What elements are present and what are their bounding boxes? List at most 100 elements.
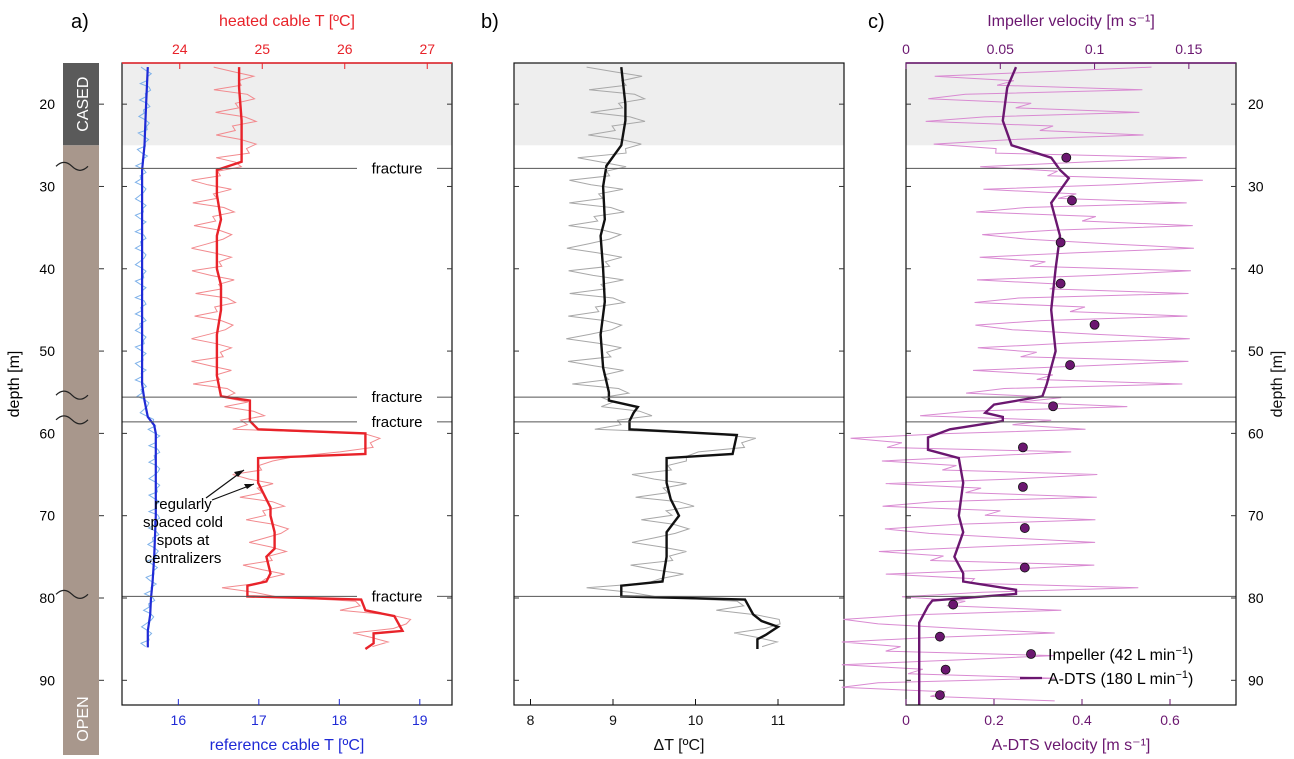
impeller-point-3 (1055, 278, 1066, 289)
fracture-label-1: fracture (372, 389, 423, 406)
impeller-point-6 (1048, 401, 1058, 412)
cased-label: CASED (75, 77, 92, 132)
x-tick-b-bottom-1: 9 (609, 712, 617, 728)
y-tick-right-70: 70 (1248, 508, 1264, 524)
impeller-point-10 (1019, 562, 1030, 573)
annotation-line-1: regularly (154, 496, 212, 513)
legend-adts-label: A-DTS (180 L min−1) (1048, 669, 1193, 688)
adts-raw-trace (841, 66, 1203, 702)
impeller-point-4 (1089, 319, 1100, 330)
delta-t-axis-title: ΔT [ºC] (654, 737, 705, 754)
y-tick-left-50: 50 (39, 343, 55, 359)
fracture-squiggle-3 (55, 589, 89, 599)
y-axis-label-left: depth [m] (6, 351, 23, 418)
y-tick-left-80: 80 (39, 590, 55, 606)
open-label: OPEN (75, 696, 92, 741)
cased-column (63, 63, 99, 146)
fracture-label-0: fracture (372, 160, 423, 177)
legend-impeller-marker (1026, 649, 1036, 659)
y-tick-left-40: 40 (39, 261, 55, 277)
y-tick-right-60: 60 (1248, 425, 1264, 441)
fracture-label-3: fracture (372, 588, 423, 605)
impeller-point-9 (1019, 523, 1030, 533)
reference-cable-axis-title: reference cable T [ºC] (210, 737, 365, 754)
x-tick-b-bottom-0: 8 (527, 712, 535, 728)
fracture-markers (55, 161, 89, 599)
impeller-point-14 (935, 690, 945, 701)
panel-a: fracture fracture fracture fracture 24 25 26 27… (121, 41, 453, 728)
y-tick-left-90: 90 (39, 672, 55, 688)
panel-letter-c: c) (868, 11, 885, 33)
panel-letter-a: a) (71, 11, 89, 33)
annotation-arrowhead-2 (244, 484, 254, 489)
impeller-point-11 (948, 599, 959, 610)
x-tick-c-top-2: 0.1 (1085, 41, 1105, 57)
impeller-point-13 (940, 664, 951, 675)
impeller-axis-title: Impeller velocity [m s⁻¹] (987, 13, 1155, 30)
open-column (63, 145, 99, 756)
impeller-point-0 (1061, 152, 1072, 163)
fracture-label-2: fracture (372, 414, 423, 431)
delta-t-raw-trace (566, 66, 781, 648)
y-tick-left-60: 60 (39, 425, 55, 441)
impeller-point-8 (1018, 481, 1028, 492)
fracture-squiggle-1 (55, 390, 89, 400)
impeller-point-7 (1018, 442, 1028, 453)
heated-cable-smoothed-line (215, 67, 405, 650)
x-tick-a-top-3: 27 (419, 41, 435, 57)
x-tick-c-bottom-0: 0 (902, 712, 910, 728)
y-tick-right-40: 40 (1248, 261, 1264, 277)
x-tick-c-bottom-1: 0.2 (984, 712, 1004, 728)
y-tick-right-80: 80 (1248, 590, 1264, 606)
annotation-arrowhead-1 (234, 470, 244, 477)
adts-axis-title: A-DTS velocity [m s⁻¹] (992, 737, 1151, 754)
adts-smoothed-line (918, 66, 1071, 705)
y-tick-left-30: 30 (39, 178, 55, 194)
cased-shading-b (514, 63, 844, 146)
x-tick-a-bottom-2: 18 (332, 712, 348, 728)
x-tick-a-top-0: 24 (172, 41, 188, 57)
annotation-line-3: spots at (157, 532, 210, 549)
heated-cable-axis-title: heated cable T [ºC] (219, 13, 355, 30)
y-tick-right-30: 30 (1248, 178, 1264, 194)
impeller-point-2 (1055, 237, 1066, 248)
impeller-point-5 (1065, 360, 1075, 370)
x-tick-c-top-1: 0.05 (987, 41, 1014, 57)
plot-background-a (122, 63, 452, 705)
x-tick-a-top-1: 25 (254, 41, 270, 57)
y-axis-label-right: depth [m] (1269, 351, 1286, 418)
fracture-squiggle-2 (55, 415, 89, 425)
panel-c: 0 0.05 0.1 0.15 0 0.2 0.4 0.6 20 30 40 50 60 70 80 90 (841, 41, 1264, 728)
impeller-point-12 (935, 631, 945, 642)
annotation-line-4: centralizers (145, 550, 222, 567)
y-tick-left-20: 20 (39, 96, 55, 112)
y-tick-right-90: 90 (1248, 672, 1264, 688)
x-tick-a-bottom-0: 16 (171, 712, 187, 728)
x-tick-c-top-0: 0 (902, 41, 910, 57)
annotation-line-2: spaced cold (143, 514, 223, 531)
plot-background-b (514, 63, 844, 705)
x-tick-b-bottom-2: 10 (688, 712, 704, 728)
x-tick-c-top-3: 0.15 (1175, 41, 1202, 57)
x-tick-c-bottom-2: 0.4 (1072, 712, 1092, 728)
legend: Impeller (42 L min−1) A-DTS (180 L min−1… (1020, 645, 1193, 688)
y-tick-left-70: 70 (39, 508, 55, 524)
plot-frame-b (513, 62, 845, 706)
x-tick-a-bottom-1: 17 (251, 712, 267, 728)
y-tick-right-20: 20 (1248, 96, 1264, 112)
x-tick-a-bottom-3: 19 (412, 712, 428, 728)
x-tick-c-bottom-3: 0.6 (1160, 712, 1180, 728)
legend-impeller-label: Impeller (42 L min−1) (1048, 645, 1193, 664)
x-tick-a-top-2: 26 (337, 41, 353, 57)
delta-t-smoothed-line (599, 66, 781, 649)
x-tick-b-bottom-3: 11 (771, 712, 786, 728)
fracture-squiggle-0 (55, 161, 89, 171)
reference-cable-smoothed-line (141, 67, 157, 648)
impeller-point-1 (1067, 195, 1077, 206)
centralizer-annotation: regularly spaced cold spots at centraliz… (143, 496, 223, 567)
panel-b: 8 9 10 11 (513, 62, 845, 728)
y-tick-labels-left: 20 30 40 50 60 70 80 90 (39, 96, 104, 688)
cased-shading-a (122, 63, 452, 146)
panel-letter-b: b) (481, 11, 499, 33)
